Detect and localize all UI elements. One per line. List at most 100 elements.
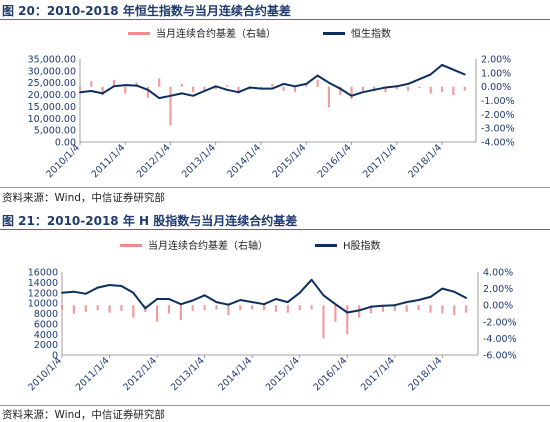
- index-point: [275, 298, 277, 300]
- index-point: [72, 290, 75, 293]
- y-left-tick-label: 14000: [28, 278, 58, 289]
- legend: 当月连续合约基差（右轴） 恒生指数: [128, 27, 391, 40]
- legend-swatch-basis: [128, 32, 150, 35]
- y-right-tick-label: -6.00%: [483, 351, 517, 362]
- y-left-tick-label: 8000: [34, 309, 58, 320]
- y-left-tick-label: 20,000.00: [28, 90, 76, 101]
- index-point: [260, 87, 262, 90]
- x-tick-label: 2017/1/4: [359, 355, 397, 393]
- y-left-tick-label: 15,000.00: [28, 102, 76, 113]
- index-point: [370, 305, 372, 308]
- y-left-tick-label: 12000: [28, 288, 58, 299]
- x-tick-label: 2011/1/4: [74, 355, 112, 393]
- x-tick-label: 2016/1/4: [311, 355, 349, 393]
- figure1-caption: 图 20：2010-2018 年恒生指数与当月连续合约基差: [2, 4, 291, 18]
- index-point: [465, 297, 468, 299]
- y-left-tick-label: 2000: [34, 340, 58, 351]
- index-point: [158, 97, 161, 100]
- y-left-tick-label: 6000: [34, 319, 58, 330]
- figure1-caption-rule: [0, 19, 550, 20]
- index-point: [395, 85, 398, 88]
- index-point: [203, 294, 206, 297]
- index-point: [453, 290, 456, 293]
- index-point: [405, 301, 408, 303]
- index-point: [361, 91, 364, 94]
- x-tick-label: 2018/1/4: [407, 355, 445, 393]
- figure1-source-rule: [0, 187, 550, 188]
- figure1-chart: 0.005,000.0010,000.0015,000.0020,000.002…: [28, 27, 515, 180]
- index-point: [441, 287, 444, 290]
- index-line: [79, 63, 466, 100]
- index-point: [156, 298, 158, 300]
- index-point: [407, 83, 410, 85]
- y-right-tick-label: -4.00%: [481, 138, 515, 149]
- index-point: [84, 292, 87, 295]
- y-right-tick-label: 0.00%: [481, 82, 511, 93]
- y-left-tick-label: 0: [52, 351, 58, 362]
- legend-label-index: 恒生指数: [351, 27, 391, 40]
- y-left-tick-label: 35,000.00: [28, 55, 76, 66]
- y-left-tick-label: 4000: [34, 330, 58, 341]
- index-point: [271, 87, 274, 90]
- index-point: [180, 92, 183, 95]
- legend: 当月连续合约基差（右轴） H股指数: [120, 239, 381, 252]
- y-right-tick-label: 0.00%: [483, 301, 513, 312]
- x-tick-label: 2015/1/4: [270, 142, 308, 180]
- y-right-tick-label: -2.00%: [481, 110, 515, 121]
- figure2-source-rule: [0, 405, 550, 406]
- index-point: [463, 73, 466, 76]
- index-point: [429, 296, 432, 298]
- y-left-tick-label: 0.00: [55, 138, 76, 149]
- legend-label-basis: 当月连续合约基差（右轴）: [148, 239, 268, 252]
- y-right-tick-label: 2.00%: [483, 284, 513, 295]
- legend-swatch-basis: [120, 244, 142, 247]
- index-point: [79, 91, 81, 94]
- index-point: [382, 304, 384, 307]
- index-point: [108, 284, 111, 286]
- y-left-tick-label: 10000: [28, 299, 58, 310]
- x-tick-label: 2013/1/4: [169, 355, 207, 393]
- index-point: [192, 94, 195, 97]
- y-right-tick-label: -3.00%: [481, 124, 515, 135]
- figure2-source: 资料来源：Wind，中信证券研究部: [2, 409, 165, 421]
- index-point: [384, 86, 387, 89]
- index-point: [373, 88, 376, 91]
- index-point: [316, 74, 319, 77]
- index-point: [251, 301, 254, 303]
- x-tick-label: 2012/1/4: [135, 142, 173, 180]
- legend-swatch-index: [323, 32, 345, 35]
- x-tick-label: 2016/1/4: [316, 142, 354, 180]
- y-right-tick-label: 2.00%: [481, 55, 511, 66]
- index-point: [346, 311, 349, 314]
- index-point: [452, 68, 455, 71]
- index-point: [132, 291, 135, 294]
- index-point: [418, 78, 421, 81]
- y-right-tick-label: -2.00%: [483, 317, 517, 328]
- index-point: [286, 301, 289, 303]
- index-point: [191, 299, 194, 302]
- index-point: [328, 81, 330, 84]
- x-tick-label: 2010/1/4: [26, 355, 64, 393]
- index-point: [441, 64, 443, 66]
- index-point: [393, 304, 396, 307]
- index-point: [339, 87, 342, 90]
- index-point: [179, 303, 182, 306]
- index-point: [215, 301, 218, 303]
- index-point: [214, 85, 217, 88]
- index-point: [113, 85, 115, 88]
- x-tick-label: 2014/1/4: [216, 355, 254, 393]
- index-point: [120, 285, 123, 287]
- index-point: [282, 83, 285, 85]
- y-left-tick-label: 16000: [28, 268, 58, 279]
- index-point: [203, 90, 206, 92]
- index-point: [310, 278, 313, 281]
- y-right-tick-label: 1.00%: [481, 68, 511, 79]
- figure2-caption-rule: [0, 229, 550, 230]
- index-point: [169, 94, 172, 97]
- x-tick-label: 2011/1/4: [89, 142, 127, 180]
- index-point: [168, 298, 170, 300]
- index-point: [96, 286, 99, 289]
- index-point: [227, 303, 230, 306]
- index-point: [239, 299, 242, 301]
